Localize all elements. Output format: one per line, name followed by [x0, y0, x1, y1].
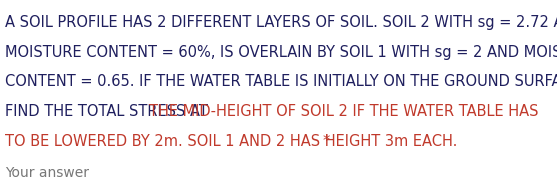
Text: A SOIL PROFILE HAS 2 DIFFERENT LAYERS OF SOIL. SOIL 2 WITH sg = 2.72 AND: A SOIL PROFILE HAS 2 DIFFERENT LAYERS OF… [5, 15, 557, 30]
Text: CONTENT = 0.65. IF THE WATER TABLE IS INITIALLY ON THE GROUND SURFACE,: CONTENT = 0.65. IF THE WATER TABLE IS IN… [5, 74, 557, 90]
Text: THE MID-HEIGHT OF SOIL 2 IF THE WATER TABLE HAS: THE MID-HEIGHT OF SOIL 2 IF THE WATER TA… [149, 104, 539, 119]
Text: *: * [322, 134, 330, 149]
Text: TO BE LOWERED BY 2m. SOIL 1 AND 2 HAS HEIGHT 3m EACH.: TO BE LOWERED BY 2m. SOIL 1 AND 2 HAS HE… [5, 134, 462, 149]
Text: Your answer: Your answer [5, 166, 89, 180]
Text: FIND THE TOTAL STRESS AT: FIND THE TOTAL STRESS AT [5, 104, 213, 119]
Text: MOISTURE CONTENT = 60%, IS OVERLAIN BY SOIL 1 WITH sg = 2 AND MOISTURE: MOISTURE CONTENT = 60%, IS OVERLAIN BY S… [5, 45, 557, 60]
